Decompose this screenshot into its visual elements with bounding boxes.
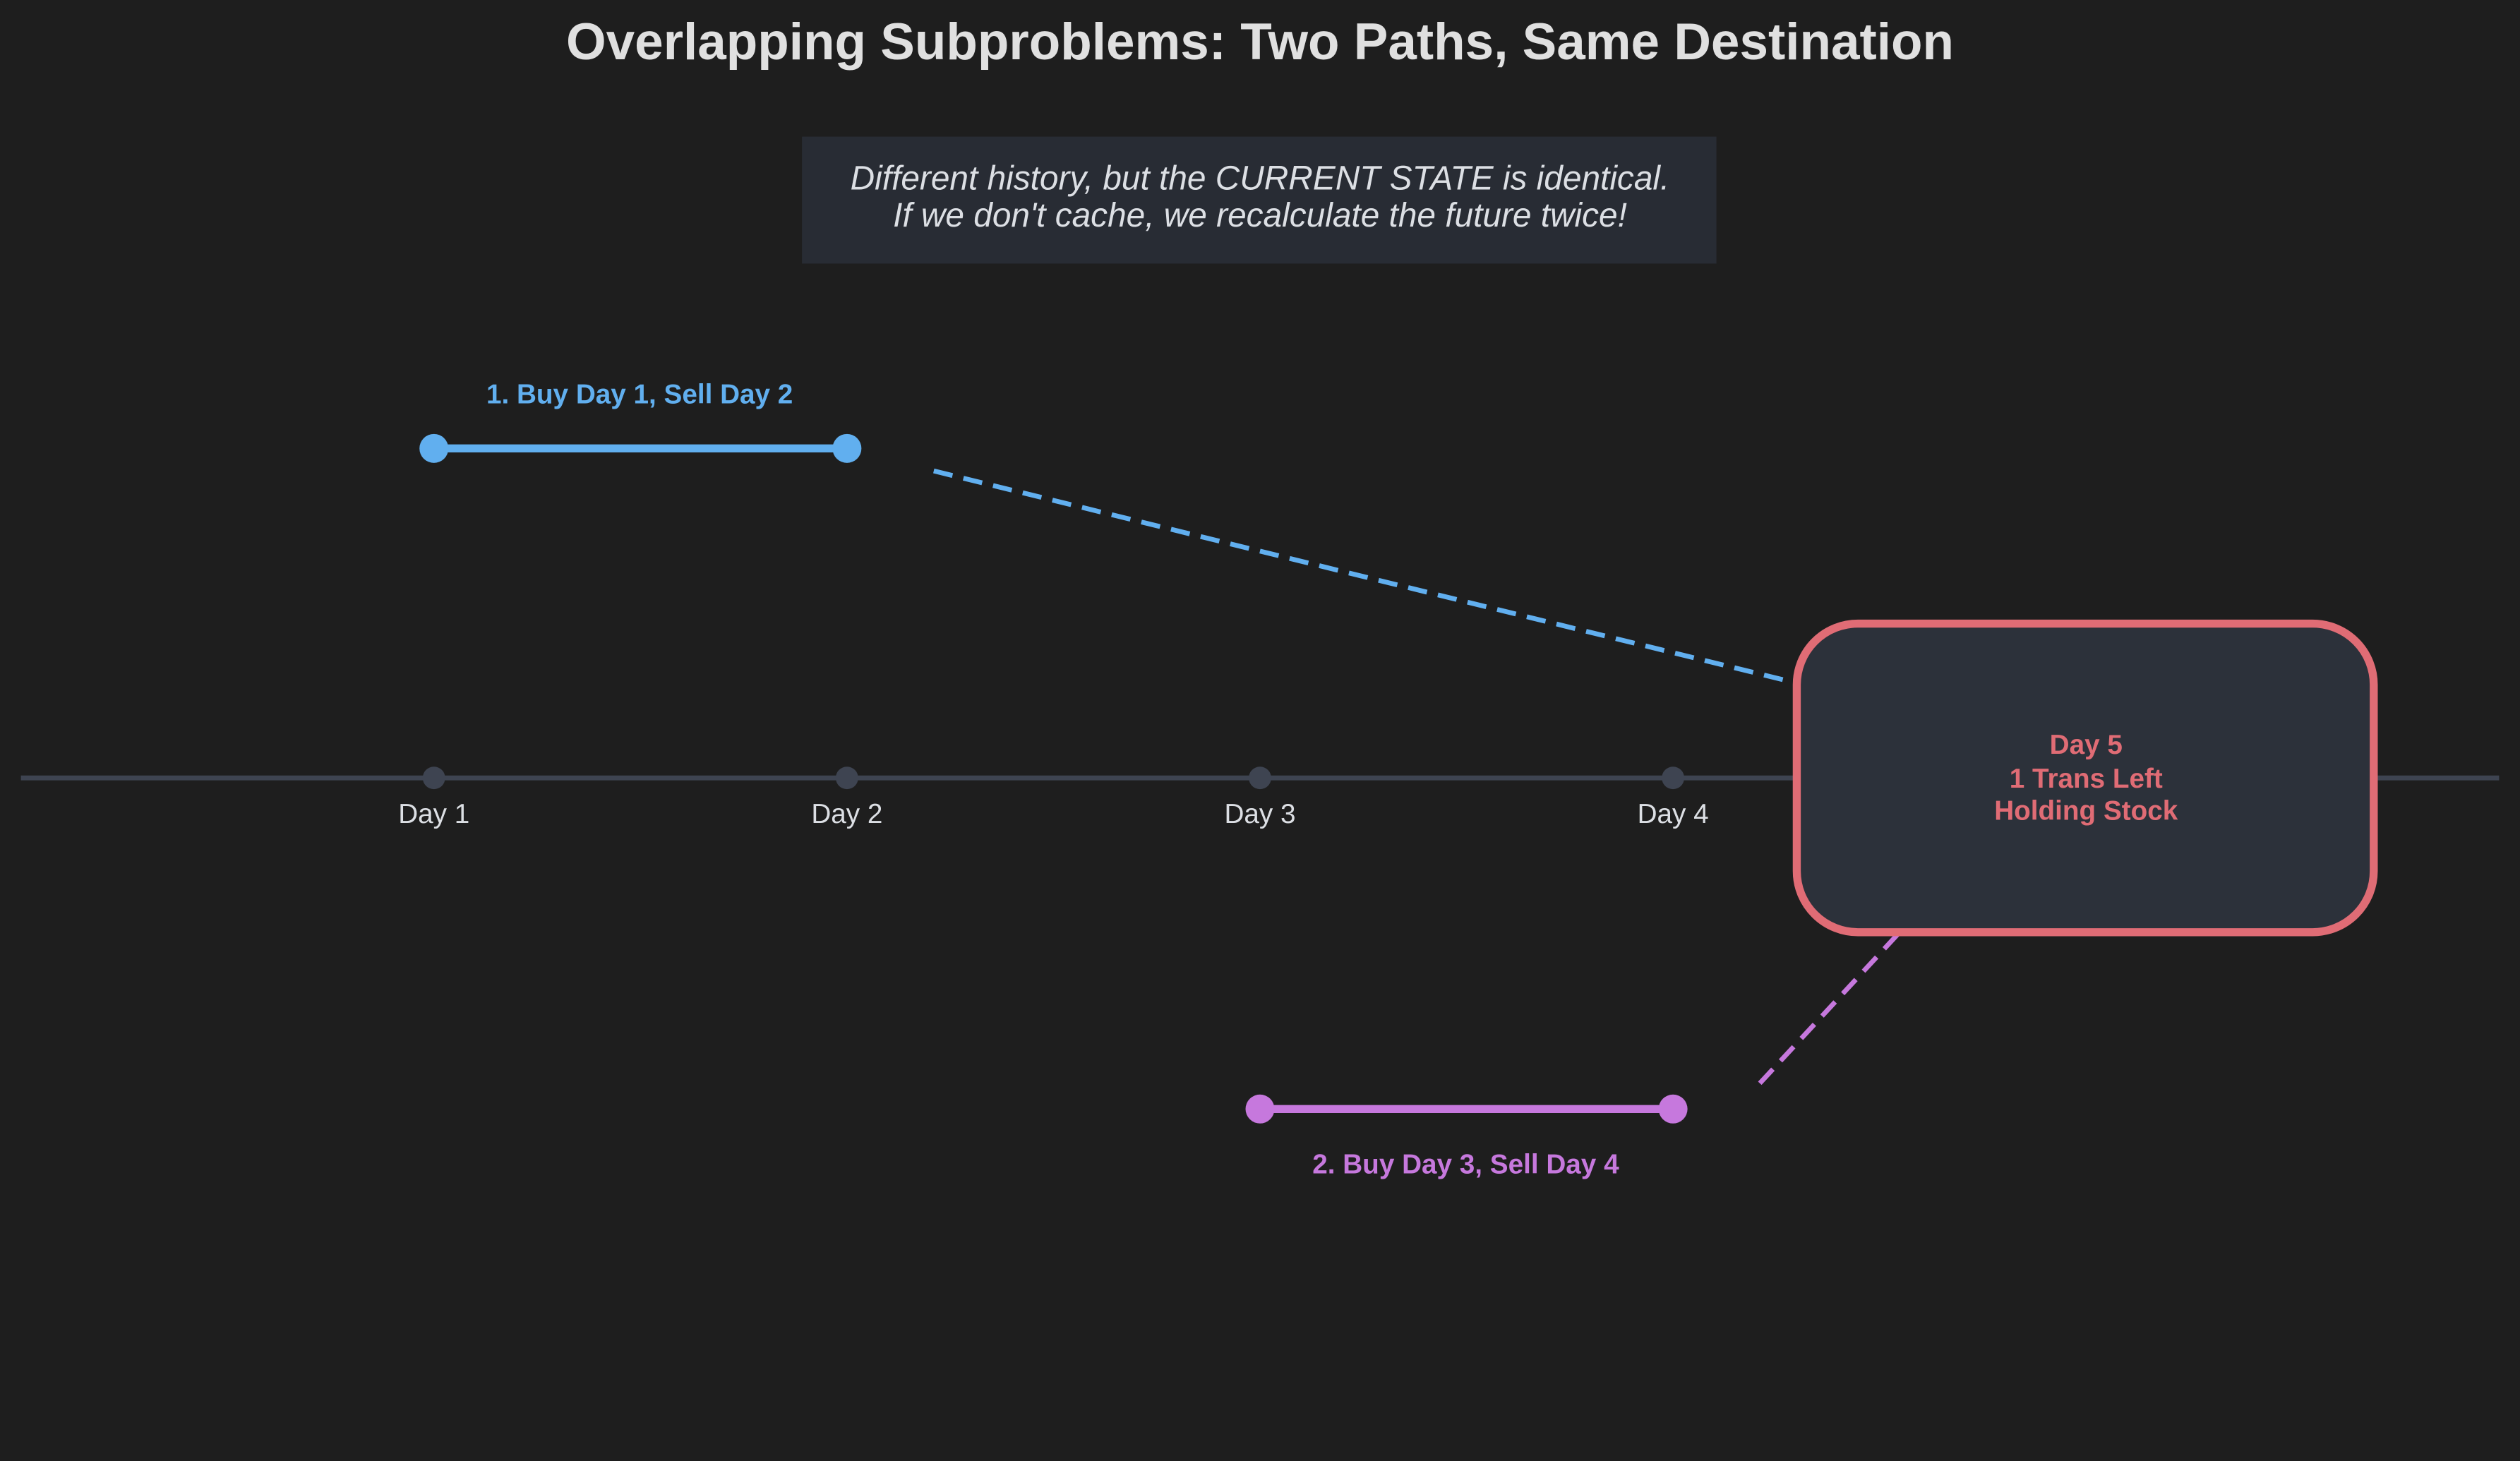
path-2: 2. Buy Day 3, Sell Day 4 xyxy=(1245,930,1902,1179)
path-2-sell-point xyxy=(1658,1094,1688,1124)
note-background xyxy=(802,136,1717,264)
path-1-sell-point xyxy=(832,433,862,463)
day-2-label: Day 2 xyxy=(811,799,882,829)
path-1-buy-point xyxy=(419,433,449,463)
day-1-tick xyxy=(422,766,445,790)
path-2-label: 2. Buy Day 3, Sell Day 4 xyxy=(1312,1149,1619,1179)
day-4-label: Day 4 xyxy=(1638,799,1709,829)
state-line-1: Day 5 xyxy=(2050,730,2123,760)
note-line-2: If we don't cache, we recalculate the fu… xyxy=(893,197,1627,234)
state-line-2: 1 Trans Left xyxy=(2010,764,2163,794)
day-1-label: Day 1 xyxy=(398,799,469,829)
state-box xyxy=(1792,619,2378,937)
day-2-tick xyxy=(835,766,858,790)
path-1-connector xyxy=(932,468,1798,686)
day-3-label: Day 3 xyxy=(1224,799,1295,829)
state-node: Day 5 1 Trans Left Holding Stock xyxy=(1792,619,2378,937)
day-3-tick xyxy=(1249,766,1271,790)
path-2-connector xyxy=(1758,930,1902,1086)
path-1-label: 1. Buy Day 1, Sell Day 2 xyxy=(486,380,793,410)
day-4-tick xyxy=(1662,766,1685,790)
path-2-buy-point xyxy=(1245,1094,1275,1124)
state-line-3: Holding Stock xyxy=(1994,795,2178,826)
note-line-1: Different history, but the CURRENT STATE… xyxy=(851,160,1670,198)
title: Overlapping Subproblems: Two Paths, Same… xyxy=(566,13,1954,71)
path-1: 1. Buy Day 1, Sell Day 2 xyxy=(419,380,1798,686)
note-box: Different history, but the CURRENT STATE… xyxy=(802,136,1717,264)
